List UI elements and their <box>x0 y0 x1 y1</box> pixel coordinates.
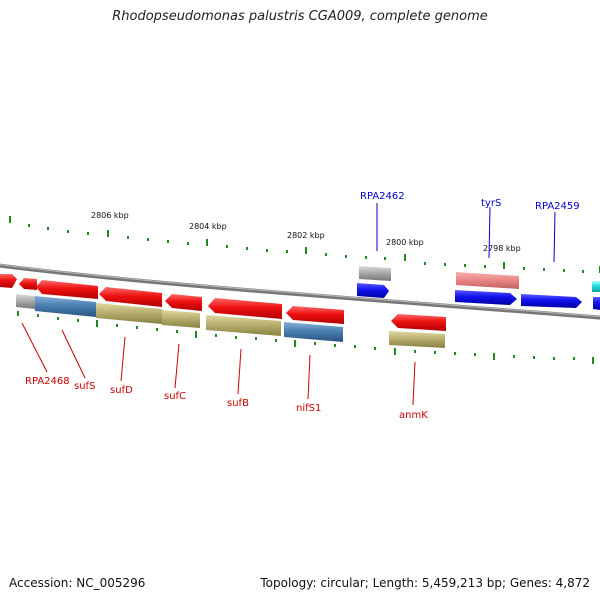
gene-sufD[interactable] <box>99 287 162 307</box>
label-sufB: sufB <box>227 398 249 409</box>
gene-sufS[interactable] <box>36 280 98 299</box>
kbp-label-2806: 2806 kbp <box>91 211 129 220</box>
topology-text: Topology: circular; Length: 5,459,213 bp… <box>260 576 590 590</box>
label-sufD: sufD <box>110 385 133 396</box>
label-rpa2468: RPA2468 <box>25 376 70 387</box>
gene-nifS1[interactable] <box>286 306 344 324</box>
leader-tyrS <box>488 206 491 259</box>
label-sufS: sufS <box>74 381 95 392</box>
leader-nifS1 <box>307 354 311 400</box>
gene-red-2[interactable] <box>19 278 37 290</box>
label-rpa2462: RPA2462 <box>360 191 405 202</box>
gene-anmK[interactable] <box>391 314 446 331</box>
label-anmK: anmK <box>399 410 428 421</box>
leader-rpa2468 <box>21 322 48 373</box>
gene-rpa2462-gray[interactable] <box>359 266 391 281</box>
gene-red-1[interactable] <box>0 274 17 288</box>
gene-tyrS[interactable] <box>455 290 517 305</box>
accession-text: Accession: NC_005296 <box>9 576 146 590</box>
feature-gray-rpa2468[interactable] <box>16 294 35 309</box>
gene-tyrS-feature[interactable] <box>456 272 519 289</box>
leader-sufD <box>120 336 126 382</box>
feature-steelblue-sufS[interactable] <box>35 296 96 317</box>
leader-rpa2459 <box>553 211 556 263</box>
leader-anmK <box>412 361 416 406</box>
kbp-label-2798: 2798 kbp <box>483 244 521 253</box>
label-tyrS: tyrS <box>481 198 501 209</box>
gene-sufC[interactable] <box>165 294 202 311</box>
lower-tick-row <box>17 311 594 364</box>
kbp-label-2800: 2800 kbp <box>386 238 424 247</box>
gene-rpa2459[interactable] <box>521 294 582 308</box>
genome-backbone <box>0 263 600 320</box>
gene-cyan-edge[interactable] <box>592 281 600 292</box>
leader-sufB <box>237 348 242 395</box>
gene-sufB[interactable] <box>208 298 282 319</box>
gene-rpa2462[interactable] <box>357 283 389 298</box>
feature-steelblue-nifS1[interactable] <box>284 322 343 342</box>
label-nifS1: nifS1 <box>296 403 321 414</box>
page-title: Rhodopseudomonas palustris CGA009, compl… <box>112 9 488 24</box>
feature-olive-anmK[interactable] <box>389 331 445 348</box>
feature-olive-sufB[interactable] <box>206 315 281 336</box>
kbp-label-2804: 2804 kbp <box>189 222 227 231</box>
gene-blue-edge[interactable] <box>593 297 600 310</box>
kbp-label-2802: 2802 kbp <box>287 231 325 240</box>
feature-olive-sufD[interactable] <box>96 303 162 324</box>
label-sufC: sufC <box>164 391 186 402</box>
leader-sufS <box>61 329 86 379</box>
leader-sufC <box>174 343 180 389</box>
feature-olive-sufC[interactable] <box>162 310 200 328</box>
upper-tick-row <box>9 216 600 273</box>
label-rpa2459: RPA2459 <box>535 201 580 212</box>
